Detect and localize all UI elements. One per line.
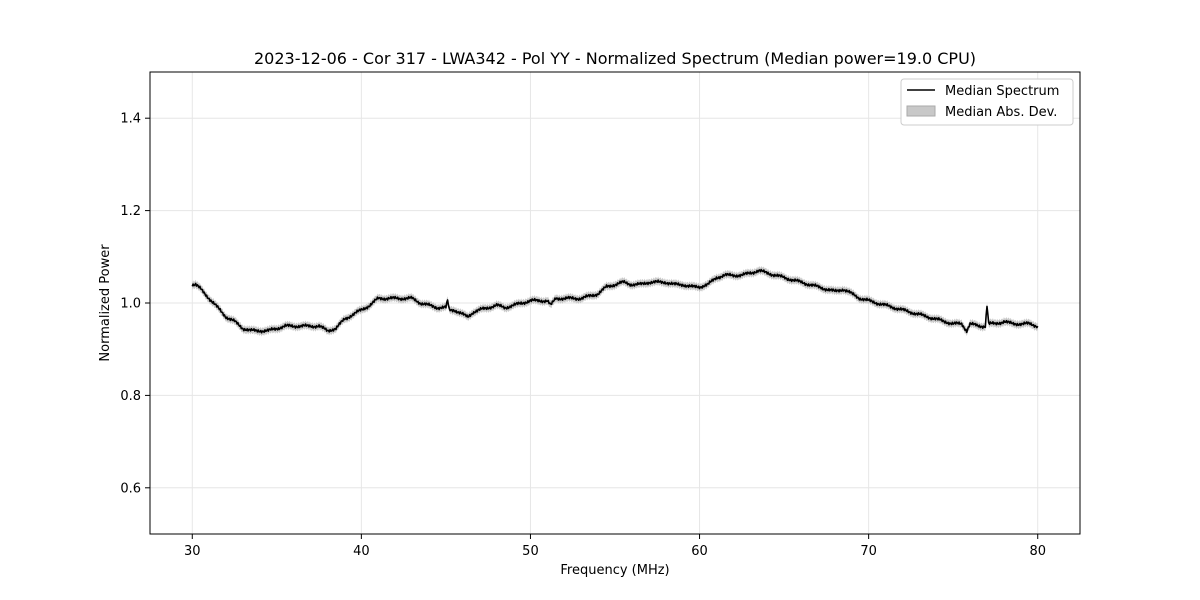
median-line-group	[191, 268, 1039, 334]
legend-band-swatch	[906, 105, 936, 117]
legend: Median Spectrum Median Abs. Dev.	[900, 78, 1074, 126]
x-tick-label: 80	[1029, 544, 1046, 559]
x-tick-label: 40	[353, 544, 370, 559]
legend-entry-median-abs-dev: Median Abs. Dev.	[945, 105, 1057, 120]
y-axis-label: Normalized Power	[98, 244, 113, 362]
x-tick-label: 50	[522, 544, 539, 559]
x-tick-label: 60	[691, 544, 708, 559]
x-tick-label: 30	[184, 544, 201, 559]
x-tick-label: 70	[860, 544, 877, 559]
y-tick-label: 1.2	[120, 204, 141, 219]
x-axis-label: Frequency (MHz)	[560, 563, 669, 578]
chart-title: 2023-12-06 - Cor 317 - LWA342 - Pol YY -…	[254, 49, 976, 68]
legend-box	[900, 78, 1074, 126]
y-axis-ticks: 0.6 0.8 1.0 1.2 1.4	[120, 112, 150, 496]
y-tick-label: 1.0	[120, 297, 141, 312]
y-tick-label: 1.4	[120, 112, 141, 127]
x-axis-ticks: 30 40 50 60 70 80	[184, 534, 1046, 559]
legend-entry-median-spectrum: Median Spectrum	[945, 84, 1059, 99]
y-tick-label: 0.6	[120, 481, 141, 496]
median-spectrum-line	[191, 268, 1039, 334]
y-tick-label: 0.8	[120, 389, 141, 404]
